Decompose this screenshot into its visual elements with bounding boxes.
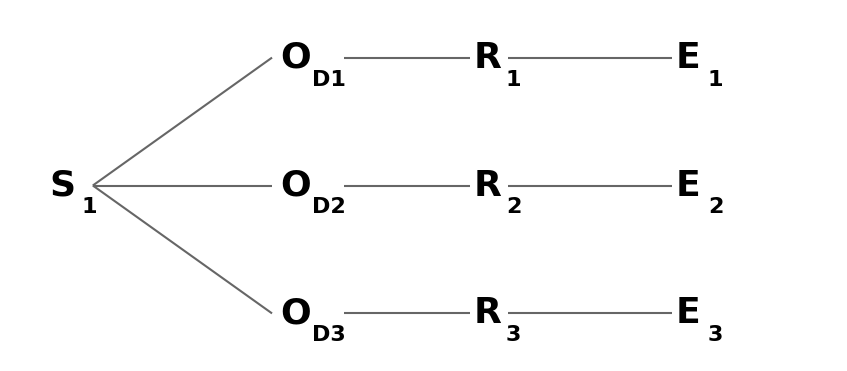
Text: O: O [280, 40, 311, 75]
Text: 3: 3 [708, 325, 723, 345]
Text: 2: 2 [506, 197, 522, 217]
Text: 1: 1 [81, 197, 97, 217]
Text: O: O [280, 296, 311, 331]
Text: D3: D3 [313, 325, 346, 345]
Text: 2: 2 [708, 197, 723, 217]
Text: O: O [280, 168, 311, 203]
Text: S: S [49, 168, 75, 203]
Text: E: E [676, 40, 700, 75]
Text: E: E [676, 296, 700, 331]
Text: D2: D2 [313, 197, 346, 217]
Text: E: E [676, 168, 700, 203]
Text: R: R [474, 296, 502, 331]
Text: D1: D1 [313, 69, 346, 89]
Text: 1: 1 [506, 69, 522, 89]
Text: R: R [474, 168, 502, 203]
Text: R: R [474, 40, 502, 75]
Text: 3: 3 [506, 325, 522, 345]
Text: 1: 1 [708, 69, 723, 89]
